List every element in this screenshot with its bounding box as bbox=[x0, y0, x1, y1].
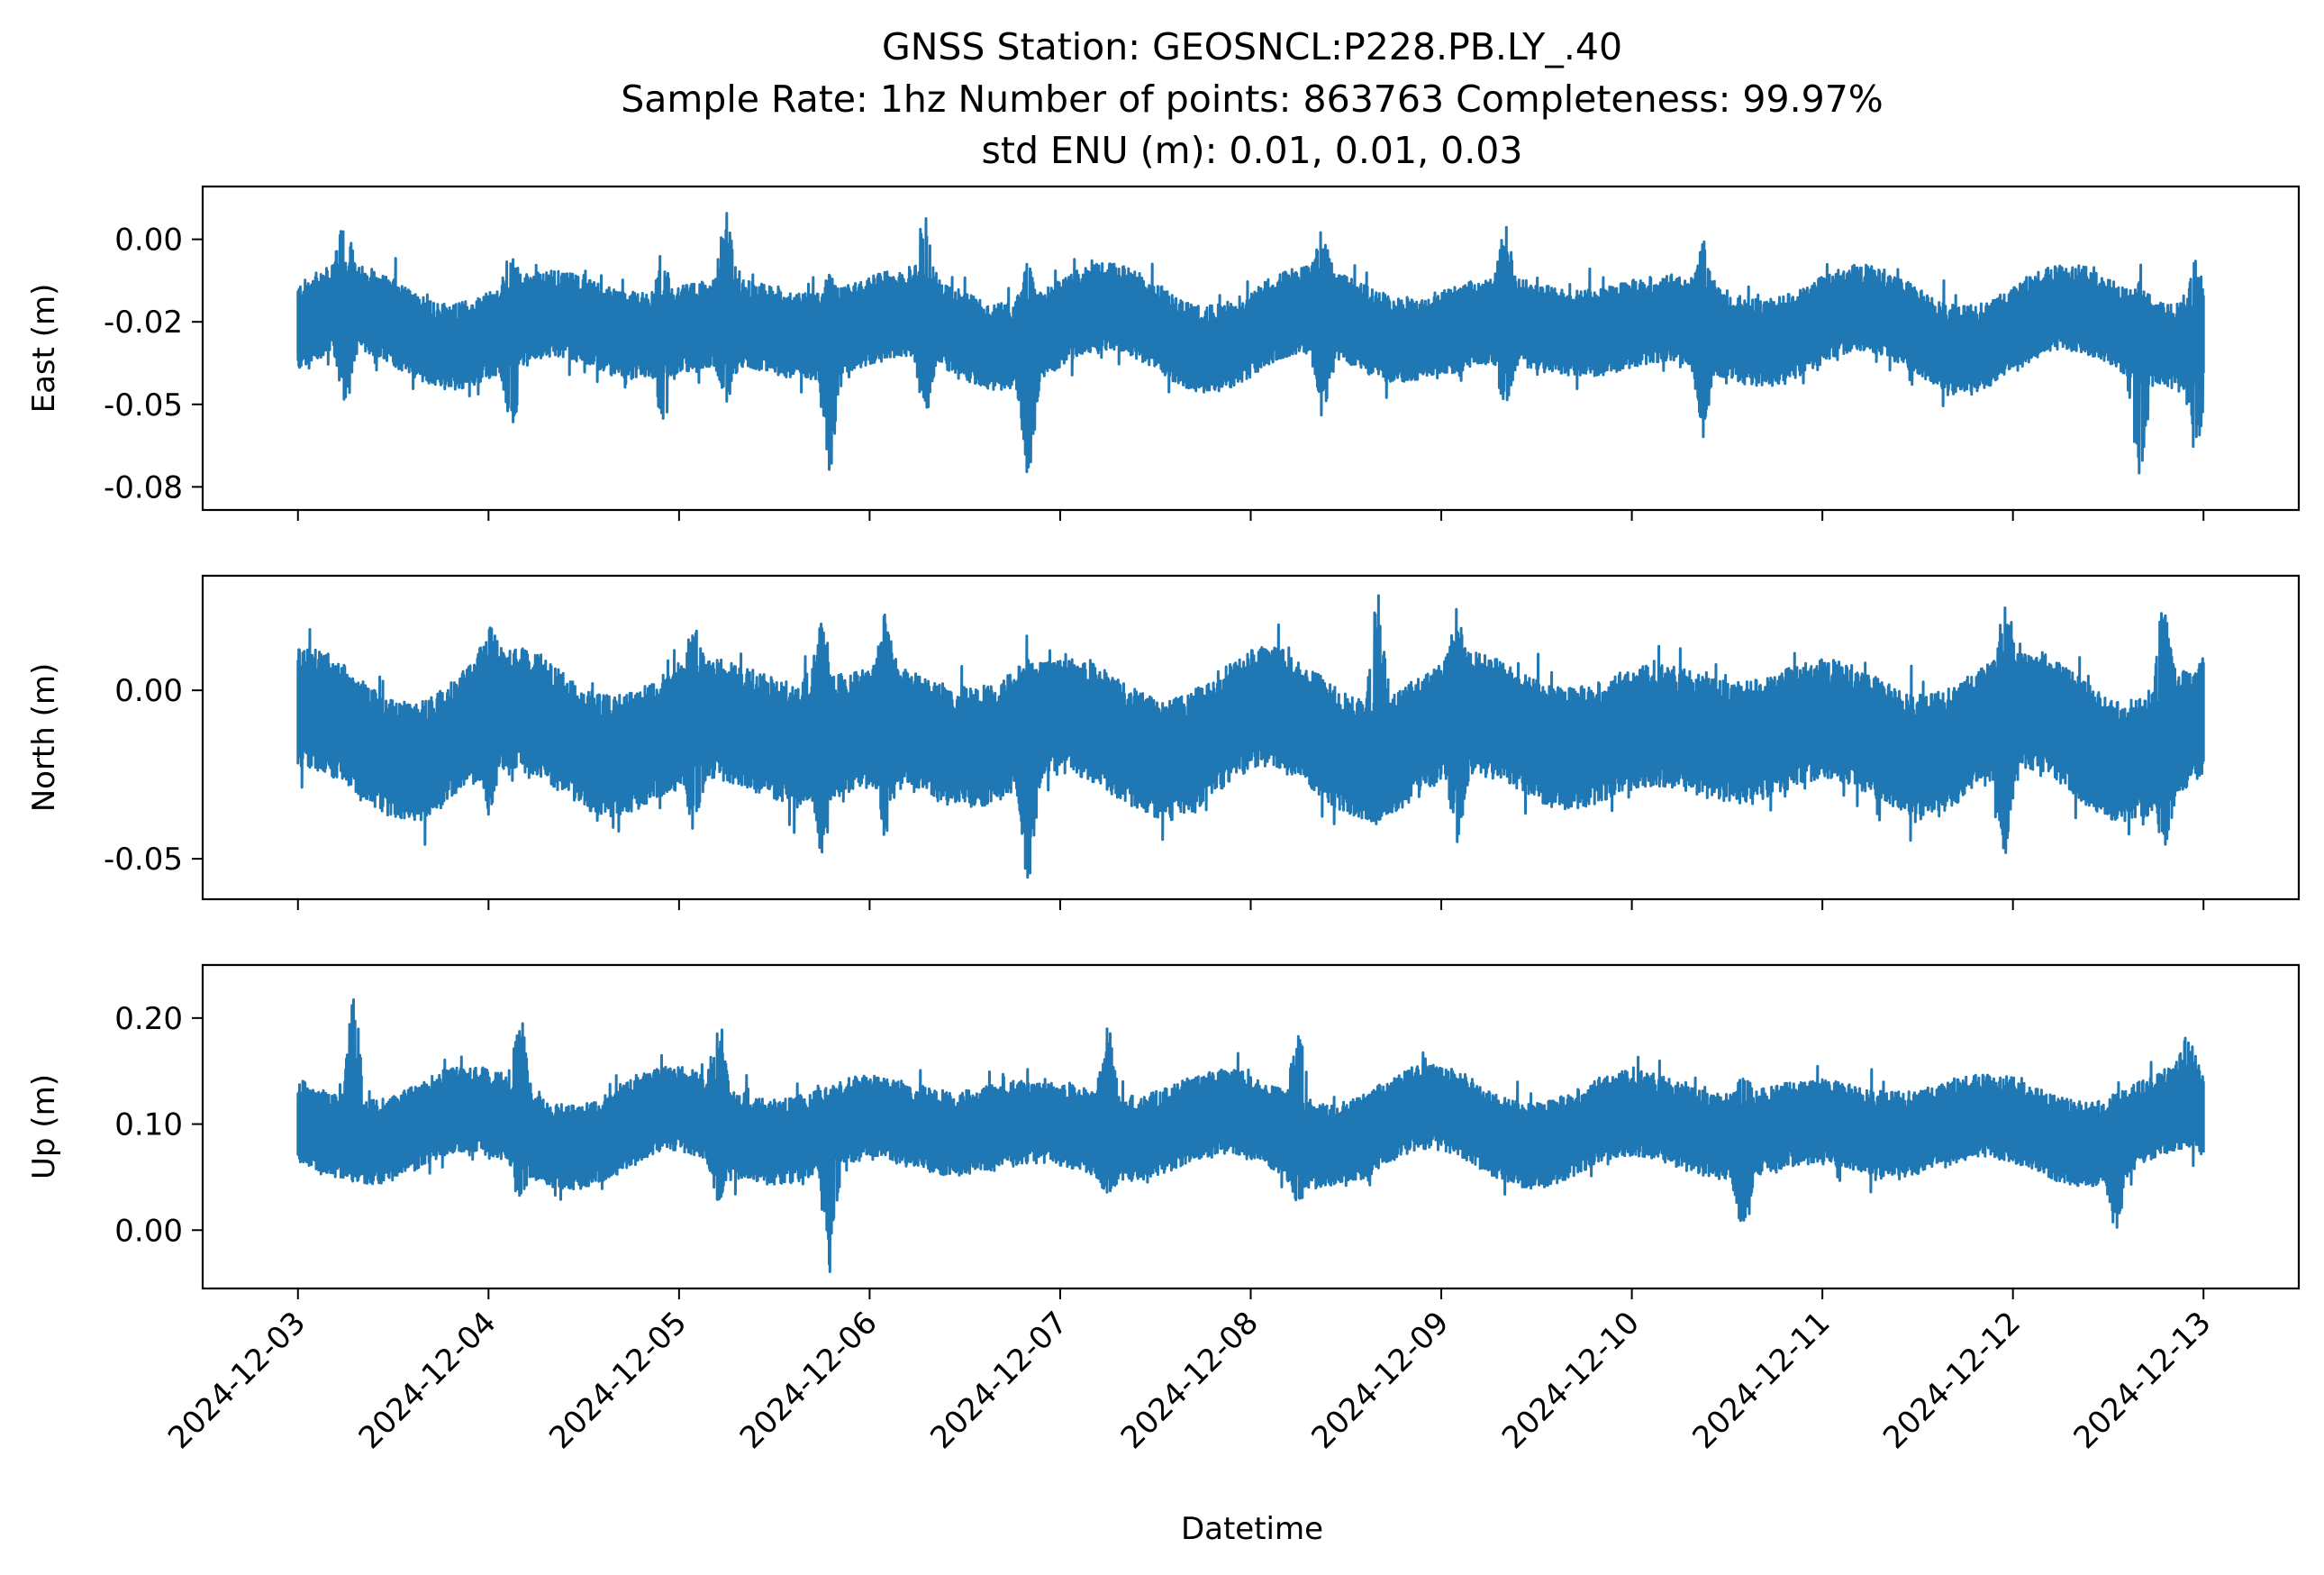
series-line-up bbox=[296, 998, 2205, 1273]
y-tick-label: 0.00 bbox=[114, 1213, 183, 1249]
title-line-3: std ENU (m): 0.01, 0.01, 0.03 bbox=[982, 129, 1523, 172]
y-tick-label: 0.00 bbox=[114, 223, 183, 259]
x-tick-label: 2024-12-12 bbox=[1876, 1305, 2028, 1456]
y-tick-label: -0.08 bbox=[104, 469, 183, 505]
x-tick-label: 2024-12-07 bbox=[923, 1305, 1075, 1456]
panel-up: 0.20 0.10 0.00 Up (m) bbox=[26, 963, 2301, 1299]
x-tick-label: 2024-12-10 bbox=[1495, 1305, 1647, 1456]
x-tick-label: 2024-12-06 bbox=[733, 1305, 885, 1456]
y-axis-label: North (m) bbox=[26, 663, 62, 813]
series-line-east bbox=[296, 212, 2205, 475]
panel-east: 0.00 -0.02 -0.05 -0.08 East (m) bbox=[26, 185, 2301, 521]
panel-north: 0.00 -0.05 North (m) bbox=[26, 574, 2301, 910]
y-tick-label: -0.05 bbox=[104, 387, 183, 423]
x-axis-label: Datetime bbox=[1181, 1511, 1323, 1547]
y-tick-label: 0.00 bbox=[114, 673, 183, 709]
y-tick-label: -0.02 bbox=[104, 305, 183, 341]
x-tick-label: 2024-12-11 bbox=[1685, 1305, 1837, 1456]
x-tick-label: 2024-12-08 bbox=[1114, 1305, 1266, 1456]
x-tick-label: 2024-12-03 bbox=[161, 1305, 313, 1456]
title-line-1: GNSS Station: GEOSNCL:P228.PB.LY_.40 bbox=[882, 25, 1622, 68]
panels: 0.00 -0.02 -0.05 -0.08 East (m) 0.00 -0.05 Nort… bbox=[26, 185, 2301, 1299]
figure-title: GNSS Station: GEOSNCL:P228.PB.LY_.40 Sam… bbox=[621, 25, 1884, 172]
y-tick-label: -0.05 bbox=[104, 842, 183, 878]
x-axis: 2024-12-03 2024-12-04 2024-12-05 2024-12-06… bbox=[161, 1305, 2218, 1456]
y-axis-label: East (m) bbox=[26, 284, 62, 414]
x-tick-label: 2024-12-13 bbox=[2067, 1305, 2219, 1456]
x-tick-label: 2024-12-04 bbox=[352, 1305, 504, 1456]
x-tick-label: 2024-12-09 bbox=[1304, 1305, 1456, 1456]
x-tick-label: 2024-12-05 bbox=[542, 1305, 694, 1456]
y-tick-label: 0.10 bbox=[114, 1107, 183, 1143]
title-line-2: Sample Rate: 1hz Number of points: 86376… bbox=[621, 77, 1884, 121]
series-line-north bbox=[296, 594, 2205, 879]
y-tick-label: 0.20 bbox=[114, 1001, 183, 1037]
y-axis-label: Up (m) bbox=[26, 1074, 62, 1179]
